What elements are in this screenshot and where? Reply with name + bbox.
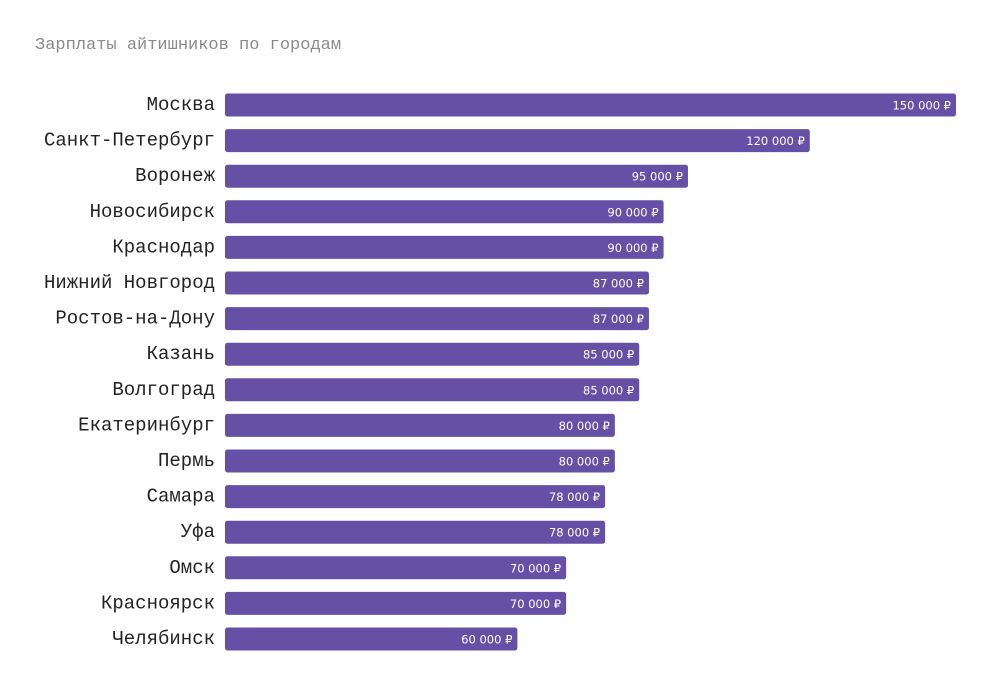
category-label: Новосибирск bbox=[90, 201, 215, 223]
category-label: Ростов-на-Дону bbox=[55, 308, 215, 330]
bar bbox=[225, 129, 810, 153]
bar bbox=[225, 235, 664, 259]
bar bbox=[225, 485, 606, 509]
bar bbox=[225, 271, 649, 295]
bar bbox=[225, 378, 640, 402]
value-label: 80 000 ₽ bbox=[559, 419, 610, 433]
category-label: Омск bbox=[169, 557, 215, 579]
value-label: 70 000 ₽ bbox=[510, 561, 561, 575]
bar bbox=[225, 556, 567, 580]
value-label: 120 000 ₽ bbox=[746, 134, 805, 148]
value-label: 87 000 ₽ bbox=[593, 312, 644, 326]
value-label: 90 000 ₽ bbox=[607, 205, 658, 219]
category-label: Волгоград bbox=[112, 379, 215, 401]
bar bbox=[225, 93, 956, 117]
category-label: Уфа bbox=[181, 521, 215, 543]
bar bbox=[225, 164, 688, 188]
category-label: Екатеринбург bbox=[78, 414, 215, 436]
chart-title: Зарплаты айтишников по городам bbox=[35, 36, 342, 55]
value-label: 90 000 ₽ bbox=[607, 241, 658, 255]
category-label: Пермь bbox=[158, 450, 215, 472]
category-label: Санкт-Петербург bbox=[44, 130, 215, 152]
bar bbox=[225, 591, 567, 615]
value-label: 78 000 ₽ bbox=[549, 526, 600, 540]
value-label: 70 000 ₽ bbox=[510, 597, 561, 611]
value-label: 80 000 ₽ bbox=[559, 455, 610, 469]
bar bbox=[225, 413, 615, 437]
bar bbox=[225, 449, 615, 473]
category-label: Казань bbox=[147, 343, 215, 365]
category-label: Москва bbox=[147, 94, 215, 116]
category-label: Воронеж bbox=[135, 165, 215, 187]
value-label: 150 000 ₽ bbox=[892, 99, 951, 113]
category-label: Красноярск bbox=[101, 592, 215, 614]
category-label: Краснодар bbox=[112, 236, 215, 258]
value-label: 60 000 ₽ bbox=[461, 633, 512, 647]
value-label: 85 000 ₽ bbox=[583, 383, 634, 397]
value-label: 78 000 ₽ bbox=[549, 490, 600, 504]
category-label: Самара bbox=[147, 486, 215, 508]
value-label: 87 000 ₽ bbox=[593, 277, 644, 291]
value-label: 85 000 ₽ bbox=[583, 348, 634, 362]
bar bbox=[225, 627, 518, 651]
bar bbox=[225, 342, 640, 366]
bar bbox=[225, 200, 664, 224]
category-label: Нижний Новгород bbox=[44, 272, 215, 294]
category-label: Челябинск bbox=[112, 628, 215, 650]
value-label: 95 000 ₽ bbox=[632, 170, 683, 184]
bar bbox=[225, 307, 649, 331]
bar bbox=[225, 520, 606, 544]
